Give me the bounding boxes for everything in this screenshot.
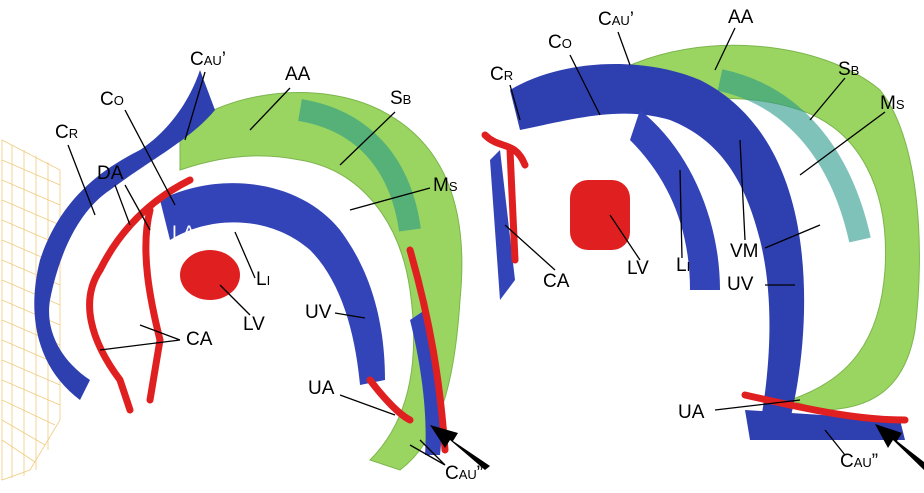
red-blob [180,250,240,300]
label: CA [543,271,570,292]
label: AA [285,64,311,85]
label: VM [730,241,759,262]
label: Cau’ [190,49,226,70]
label: Cau’ [598,9,634,30]
label: Cau” [445,463,483,484]
label: Li [256,269,270,290]
label: Co [100,89,124,110]
label: LA [172,223,196,244]
label: Ms [433,175,458,196]
label: Sb [390,88,411,109]
label: Cau” [840,451,878,472]
label: UV [727,274,754,295]
label: LV [243,314,265,335]
label: LV [627,258,649,279]
label: Cr [55,122,78,143]
label: DA [97,163,124,184]
label: UV [305,302,332,323]
label: Cr [490,64,513,85]
label: Sb [838,59,859,80]
label: Co [548,32,572,53]
blue-structure [510,64,804,425]
label: Ms [880,93,905,114]
figure: Cau’ AA Co Sb Cr DA Ms LA Li LV UV CA UA… [0,0,924,493]
label: UA [308,378,335,399]
wireframe [2,140,60,480]
label: UA [678,402,705,423]
label: LA [585,141,609,162]
label: AA [728,7,754,28]
red-blob [570,180,630,250]
label: CA [186,329,213,350]
label: Li [676,255,690,276]
